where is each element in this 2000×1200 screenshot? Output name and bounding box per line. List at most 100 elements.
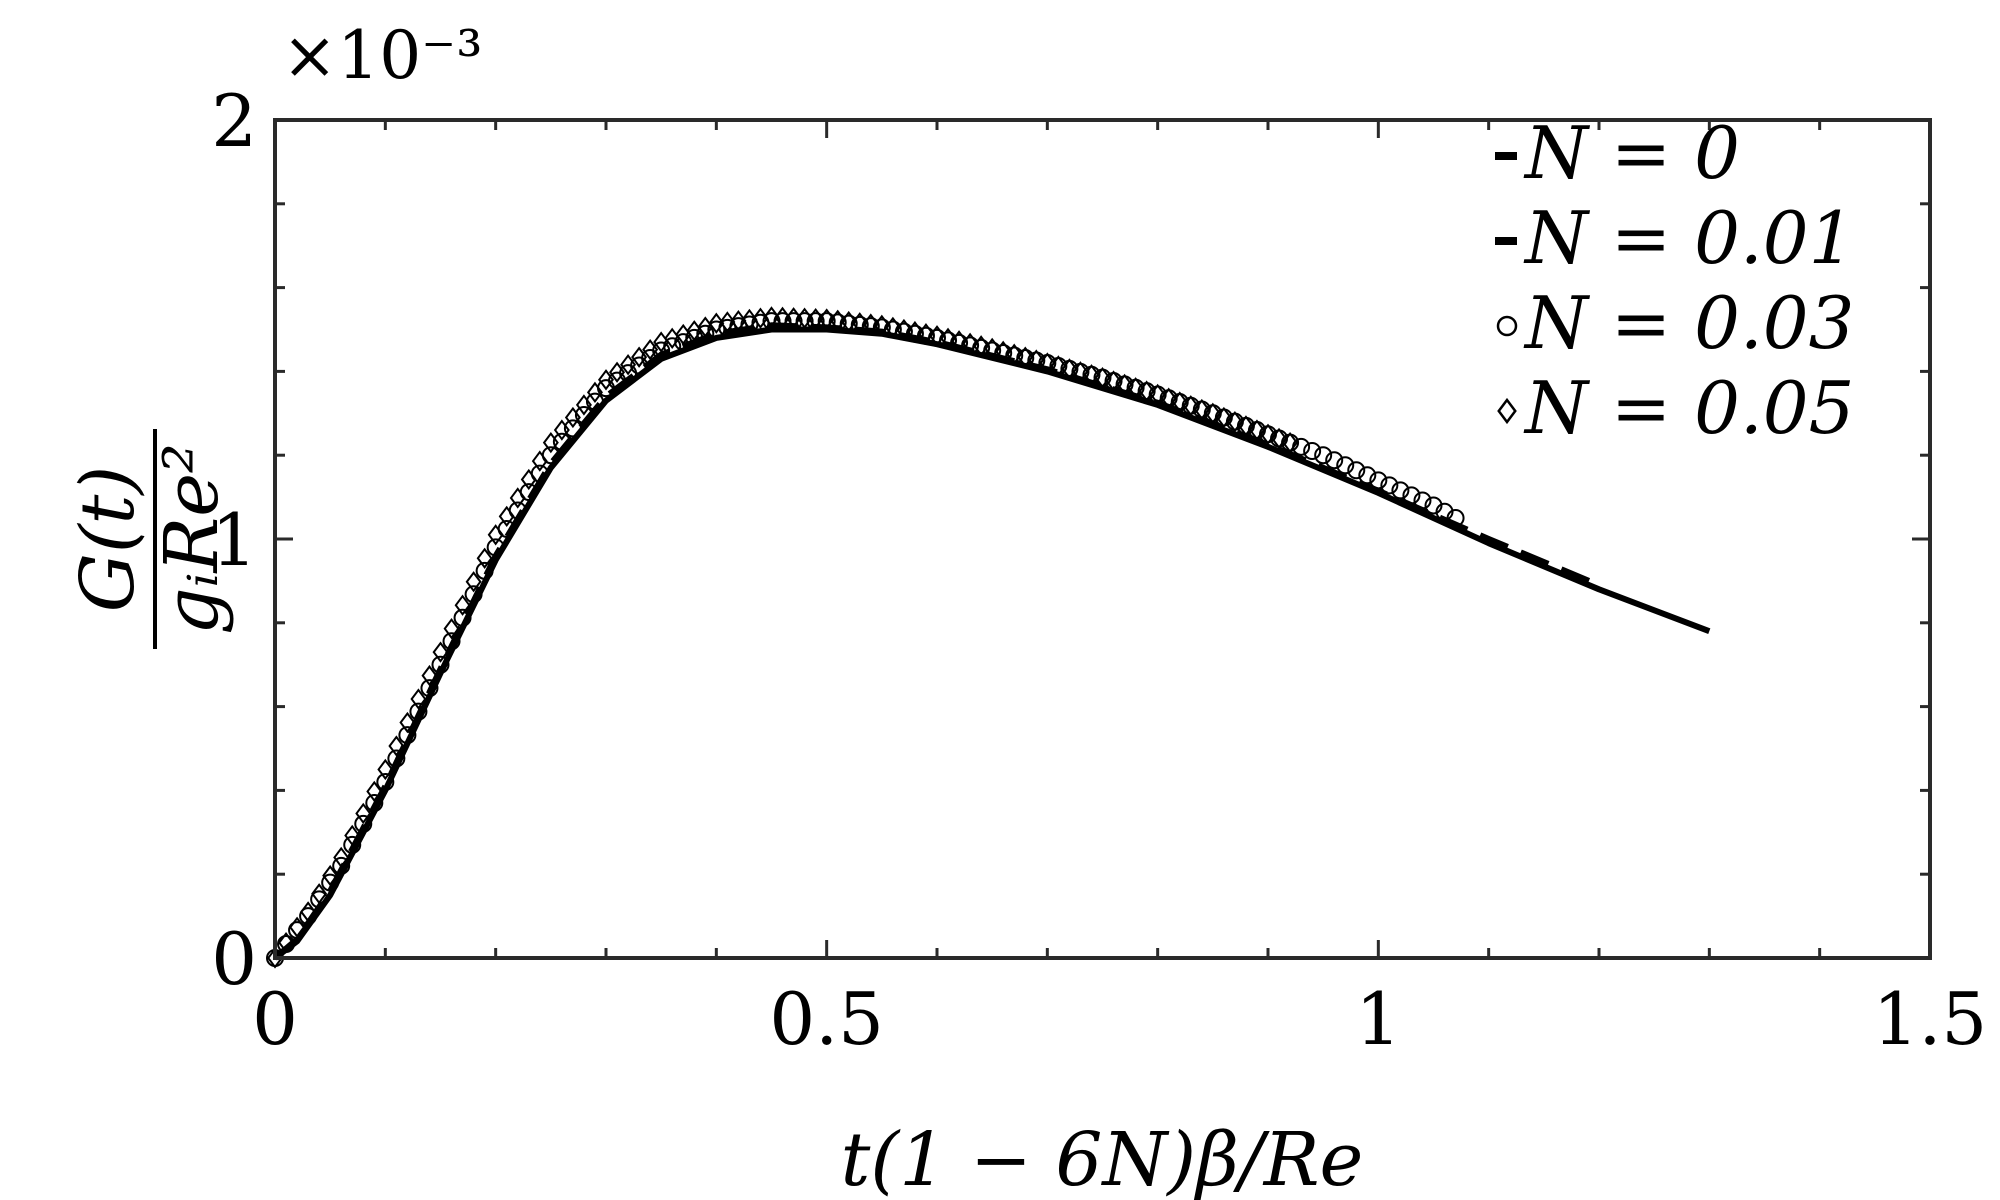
data-point-circle (332, 856, 351, 875)
data-point-diamond (851, 312, 868, 334)
data-point-diamond (454, 594, 471, 616)
x-tick-label: 0.5 (769, 977, 884, 1061)
data-point-diamond (1160, 387, 1177, 409)
series-0 (273, 326, 1711, 961)
data-point-circle (1446, 509, 1465, 528)
x-tick-label: 0 (252, 977, 298, 1061)
data-point-diamond (531, 450, 548, 472)
data-point-diamond (542, 431, 559, 454)
y-axis-title-denominator: gᵢRe² (149, 443, 235, 634)
data-point-diamond (598, 369, 614, 391)
data-point-diamond (873, 314, 890, 336)
data-point-circle (1358, 466, 1377, 485)
legend: N = 0N = 0.01N = 0.03N = 0.05 (1495, 111, 1854, 450)
legend-entry: N = 0.05 (1497, 366, 1854, 450)
data-point-diamond (973, 335, 990, 357)
data-point-diamond (553, 419, 570, 441)
series-layer (266, 306, 1711, 969)
data-point-diamond (895, 318, 912, 341)
data-point-diamond (289, 916, 306, 938)
data-point-circle (1402, 486, 1421, 505)
y-axis-title: G(t) gᵢRe² (65, 429, 235, 649)
data-point-diamond (906, 320, 923, 343)
y-tick-label: 1 (211, 498, 257, 582)
data-point-circle (321, 873, 340, 892)
legend-swatch-diamond (1497, 397, 1517, 425)
x-axis-title: t(1 − 6N)β/Re (841, 1117, 1364, 1200)
data-point-diamond (1039, 352, 1056, 374)
data-point-diamond (763, 306, 780, 328)
data-point-circle (299, 907, 318, 926)
data-point-diamond (410, 688, 427, 710)
data-point-diamond (1072, 361, 1089, 383)
data-point-diamond (509, 487, 526, 509)
data-point-circle (420, 679, 439, 698)
data-point-diamond (311, 883, 328, 905)
data-point-diamond (575, 394, 592, 416)
data-point-diamond (1127, 377, 1144, 399)
data-point-diamond (300, 901, 317, 923)
data-point-diamond (443, 617, 460, 640)
data-point-diamond (829, 309, 846, 331)
data-point-diamond (818, 308, 835, 330)
data-point-circle (310, 890, 329, 909)
data-point-circle (376, 773, 395, 792)
data-point-diamond (1138, 380, 1155, 402)
data-point-circle (563, 419, 582, 438)
data-point-diamond (421, 664, 438, 687)
data-point-diamond (884, 316, 901, 339)
data-point-circle (464, 585, 483, 604)
data-point-diamond (862, 313, 879, 335)
data-point-circle (343, 835, 362, 854)
data-point-diamond (1116, 373, 1133, 396)
data-point-circle (574, 405, 593, 424)
legend-entry: N = 0.03 (1496, 281, 1854, 365)
data-point-diamond (785, 307, 802, 329)
data-point-diamond (940, 327, 957, 349)
data-point-diamond (1182, 395, 1199, 417)
x-tick-label: 1 (1355, 977, 1401, 1061)
data-point-circle (552, 432, 571, 451)
series-3 (267, 306, 1299, 969)
data-point-diamond (1028, 349, 1045, 371)
data-point-diamond (1171, 391, 1188, 413)
data-point-diamond (465, 571, 482, 593)
data-point-diamond (355, 802, 372, 825)
plot-frame (273, 118, 1932, 960)
data-point-diamond (267, 947, 283, 969)
series-2 (266, 312, 1465, 967)
data-point-diamond (1017, 346, 1034, 368)
data-point-diamond (984, 337, 1001, 360)
legend-label: N = 0.03 (1523, 281, 1854, 365)
data-point-diamond (377, 758, 394, 781)
data-point-diamond (1204, 402, 1221, 424)
data-point-circle (1413, 491, 1432, 510)
y-tick-label: 0 (211, 917, 257, 1001)
y-tick-label: 2 (211, 79, 257, 163)
data-point-diamond (620, 354, 637, 376)
data-point-diamond (1094, 367, 1111, 389)
data-point-diamond (520, 468, 537, 491)
data-point-diamond (366, 780, 383, 803)
data-point-diamond (432, 641, 449, 663)
data-point-circle (1314, 446, 1333, 465)
legend-entry: N = 0 (1495, 111, 1740, 195)
data-point-circle (1325, 451, 1344, 470)
data-point-circle (486, 538, 505, 557)
legend-label: N = 0 (1523, 111, 1740, 195)
data-point-circle (288, 921, 307, 940)
data-point-diamond (388, 735, 405, 757)
data-point-diamond (1006, 343, 1023, 365)
data-point-diamond (1226, 411, 1243, 433)
data-point-diamond (796, 307, 813, 329)
legend-label: N = 0.05 (1523, 366, 1854, 450)
x-tick-labels: 0 0.5 1 1.5 (252, 977, 1987, 1061)
data-point-diamond (498, 505, 515, 528)
series-1 (273, 322, 1601, 961)
data-point-diamond (609, 361, 626, 383)
data-point-diamond (1105, 370, 1122, 392)
data-point-diamond (399, 711, 416, 734)
data-point-diamond (1061, 358, 1078, 380)
data-point-diamond (774, 306, 791, 329)
